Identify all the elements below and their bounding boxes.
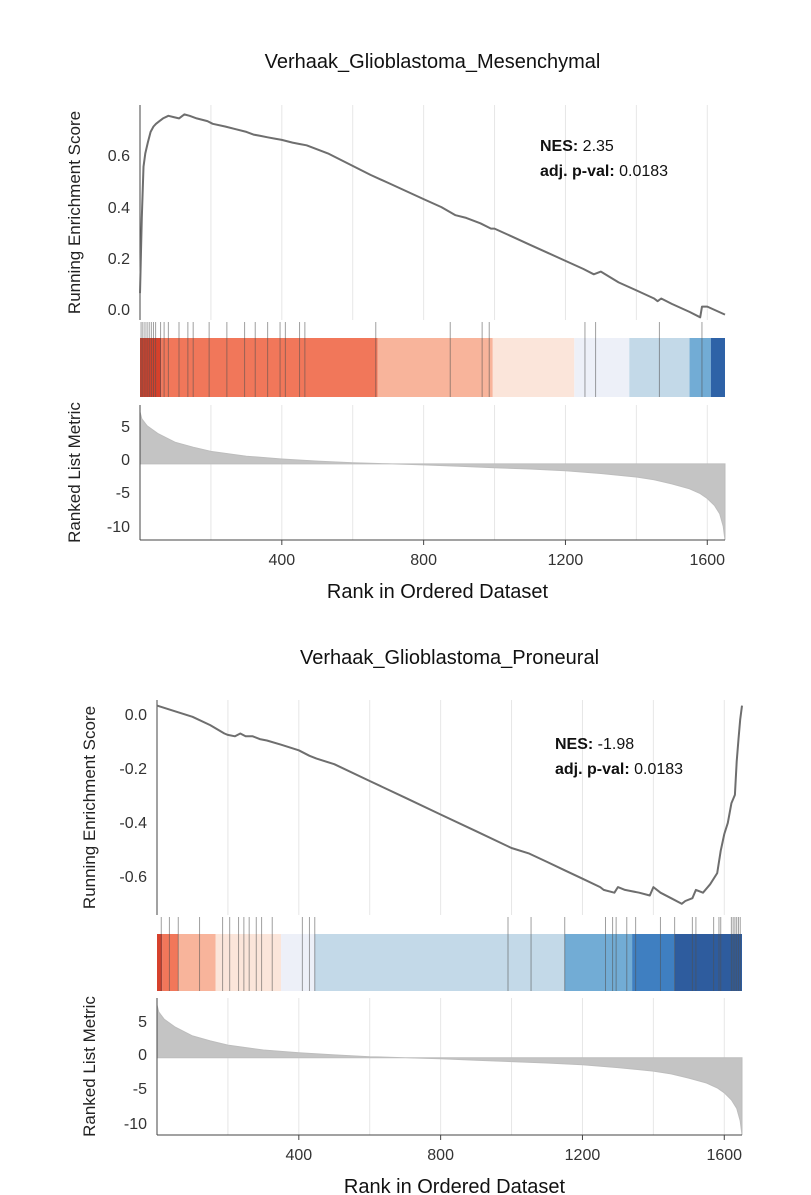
pval-label: adj. p-val: [555,761,630,778]
es-tick-label: 0.2 [108,251,130,268]
metric-tick-label: -10 [124,1116,147,1133]
nes-value: -1.98 [593,736,634,753]
x-axis-label: Rank in Ordered Dataset [344,1176,566,1195]
nes-value: 2.35 [578,138,614,155]
pval-value: 0.0183 [630,761,683,778]
es-tick-label: 0.6 [108,148,130,165]
es-tick-label: 0.4 [108,200,130,217]
heat-band [632,934,675,991]
metric-tick-label: 5 [121,419,130,436]
running-es-line [156,704,743,905]
heat-band [674,934,742,991]
chart-panel-1: Verhaak_Glioblastoma_Mesenchymal 0.6 0.4 0.… [65,51,726,603]
metric-tick-label: 0 [121,452,130,469]
metric-tick-label: -10 [107,519,130,536]
heat-band [157,934,163,991]
heat-band [314,934,565,991]
es-tick-label: -0.2 [119,761,147,778]
es-tick-label: 0.0 [125,707,147,724]
x-tick-label: 400 [268,552,295,569]
heat-band [178,934,216,991]
ranked-metric-area [139,411,726,541]
chart-title: Verhaak_Glioblastoma_Mesenchymal [265,51,601,73]
es-tick-label: 0.0 [108,302,130,319]
es-y-axis-label: Running Enrichment Score [65,111,84,314]
heat-band [492,338,575,397]
heat-band [161,338,378,397]
nes-label: NES: [540,138,578,155]
nes-label: NES: [555,736,593,753]
heat-band [215,934,282,991]
pval-label: adj. p-val: [540,163,615,180]
metric-y-axis-label: Ranked List Metric [65,402,84,543]
pval-stat: adj. p-val: 0.0183 [555,761,683,778]
running-es-line [139,113,726,319]
nes-stat: NES: -1.98 [555,736,634,753]
ranked-metric-area [156,1004,743,1136]
chart-title: Verhaak_Glioblastoma_Proneural [300,647,599,669]
x-tick-label: 800 [427,1147,454,1164]
x-tick-label: 1600 [689,552,725,569]
x-tick-label: 400 [285,1147,312,1164]
metric-tick-label: -5 [133,1081,147,1098]
es-tick-label: -0.4 [119,815,147,832]
heat-band [377,338,493,397]
x-tick-label: 1600 [706,1147,742,1164]
x-tick-label: 800 [410,552,437,569]
metric-tick-label: -5 [116,485,130,502]
x-tick-label: 1200 [565,1147,601,1164]
heat-band [710,338,725,397]
heat-band [689,338,711,397]
metric-y-axis-label: Ranked List Metric [80,996,99,1137]
pval-value: 0.0183 [615,163,668,180]
chart-panel-2: Verhaak_Glioblastoma_Proneural 0.0 -0.2 -0.… [80,647,743,1195]
pval-stat: adj. p-val: 0.0183 [540,163,668,180]
heat-band [574,338,630,397]
metric-tick-label: 0 [138,1047,147,1064]
es-tick-label: -0.6 [119,869,147,886]
heat-band [162,934,179,991]
x-axis-label: Rank in Ordered Dataset [327,581,549,603]
es-y-axis-label: Running Enrichment Score [80,706,99,909]
metric-tick-label: 5 [138,1014,147,1031]
x-tick-label: 1200 [548,552,584,569]
heat-band [564,934,633,991]
nes-stat: NES: 2.35 [540,138,614,155]
